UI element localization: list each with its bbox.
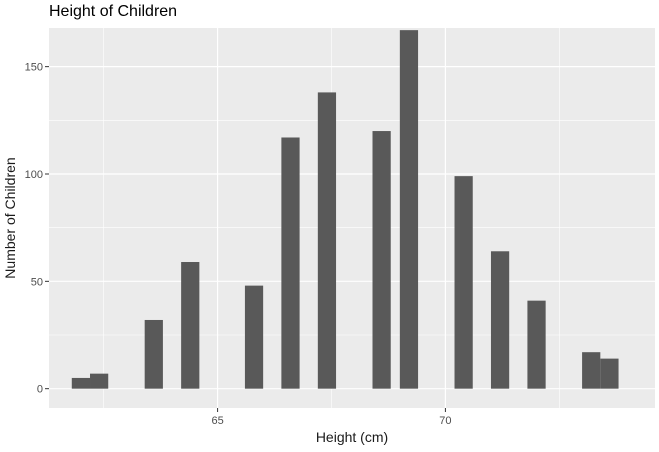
histogram-bar xyxy=(244,285,264,389)
y-tick-label: 0 xyxy=(37,384,43,396)
histogram-bar xyxy=(144,319,163,389)
histogram-bar xyxy=(281,137,300,389)
y-axis-title: Number of Children xyxy=(2,157,18,279)
histogram-bar xyxy=(454,176,473,389)
histogram-bar xyxy=(71,377,91,389)
x-tick-label: 65 xyxy=(211,415,223,427)
histogram-bar xyxy=(317,92,337,389)
plot-panel xyxy=(49,28,655,408)
histogram-bar xyxy=(90,373,109,389)
histogram-bar xyxy=(372,131,391,389)
chart-title: Height of Children xyxy=(49,3,178,20)
x-tick-label: 70 xyxy=(439,415,451,427)
y-tick-label: 150 xyxy=(25,62,43,74)
histogram-bar xyxy=(490,251,510,389)
y-tick-label: 50 xyxy=(31,276,43,288)
histogram-bar xyxy=(399,30,419,389)
histogram-bar xyxy=(600,358,619,389)
histogram-bar xyxy=(527,300,546,389)
y-tick-label: 100 xyxy=(25,169,43,181)
histogram-bar xyxy=(582,352,601,389)
x-axis-title: Height (cm) xyxy=(315,429,389,445)
histogram-bar xyxy=(181,262,200,389)
